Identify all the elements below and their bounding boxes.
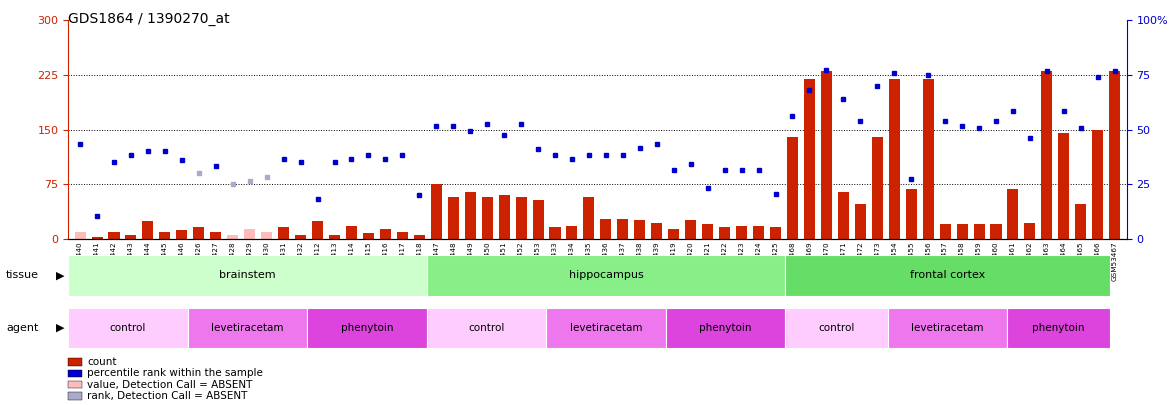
Bar xyxy=(787,137,799,239)
Bar xyxy=(430,184,442,239)
Bar xyxy=(1093,130,1103,239)
Bar xyxy=(329,234,340,239)
Text: frontal cortex: frontal cortex xyxy=(910,271,985,280)
Bar xyxy=(108,232,120,239)
Bar xyxy=(702,224,713,239)
Bar xyxy=(889,79,900,239)
Bar xyxy=(786,255,1109,296)
Text: levetiracetam: levetiracetam xyxy=(569,323,642,333)
Bar xyxy=(193,227,205,239)
Bar xyxy=(363,233,374,239)
Bar xyxy=(396,232,408,239)
Bar xyxy=(245,229,255,239)
Bar xyxy=(617,219,628,239)
Bar xyxy=(142,221,153,239)
Text: GDS1864 / 1390270_at: GDS1864 / 1390270_at xyxy=(68,12,229,26)
Text: ▶: ▶ xyxy=(56,323,65,333)
Bar xyxy=(990,224,1002,239)
Bar xyxy=(448,197,459,239)
Bar xyxy=(1007,308,1109,348)
Bar xyxy=(227,235,239,239)
Bar xyxy=(686,220,696,239)
Bar xyxy=(307,308,427,348)
Bar xyxy=(427,255,786,296)
Bar xyxy=(601,219,612,239)
Text: phenytoin: phenytoin xyxy=(1033,323,1084,333)
Text: agent: agent xyxy=(6,323,39,333)
Bar xyxy=(719,227,730,239)
Bar xyxy=(549,227,561,239)
Text: count: count xyxy=(87,357,116,367)
Text: hippocampus: hippocampus xyxy=(568,271,643,280)
Bar xyxy=(821,71,831,239)
Text: control: control xyxy=(468,323,505,333)
Bar xyxy=(804,79,815,239)
Text: value, Detection Call = ABSENT: value, Detection Call = ABSENT xyxy=(87,380,253,390)
Bar xyxy=(261,232,272,239)
Bar xyxy=(736,226,747,239)
Text: brainstem: brainstem xyxy=(219,271,275,280)
Text: percentile rank within the sample: percentile rank within the sample xyxy=(87,369,263,378)
Bar xyxy=(668,229,680,239)
Bar xyxy=(652,223,662,239)
Bar xyxy=(974,224,984,239)
Bar xyxy=(956,224,968,239)
Text: levetiracetam: levetiracetam xyxy=(911,323,983,333)
Text: phenytoin: phenytoin xyxy=(700,323,751,333)
Bar xyxy=(1024,223,1035,239)
Bar xyxy=(160,232,171,239)
Bar xyxy=(888,308,1007,348)
Bar xyxy=(346,226,358,239)
Text: control: control xyxy=(818,323,855,333)
Bar xyxy=(482,197,493,239)
Bar xyxy=(1075,204,1087,239)
Bar xyxy=(855,204,866,239)
Bar xyxy=(380,229,390,239)
Bar xyxy=(92,237,102,239)
Bar xyxy=(634,220,646,239)
Bar xyxy=(786,308,888,348)
Bar xyxy=(533,200,543,239)
Bar xyxy=(837,192,849,239)
Text: control: control xyxy=(109,323,146,333)
Bar xyxy=(583,197,594,239)
Bar xyxy=(465,192,476,239)
Bar xyxy=(74,232,86,239)
Bar xyxy=(666,308,786,348)
Bar xyxy=(414,234,425,239)
Bar xyxy=(211,232,221,239)
Bar xyxy=(546,308,666,348)
Bar xyxy=(68,308,188,348)
Bar xyxy=(278,227,289,239)
Bar xyxy=(940,224,950,239)
Bar xyxy=(906,190,917,239)
Bar xyxy=(312,221,323,239)
Bar xyxy=(871,137,883,239)
Text: tissue: tissue xyxy=(6,271,39,280)
Bar xyxy=(427,308,546,348)
Bar xyxy=(515,197,527,239)
Bar xyxy=(1058,133,1069,239)
Bar xyxy=(1109,71,1121,239)
Bar xyxy=(188,308,307,348)
Bar xyxy=(68,255,427,296)
Text: rank, Detection Call = ABSENT: rank, Detection Call = ABSENT xyxy=(87,391,247,401)
Bar xyxy=(1042,71,1053,239)
Bar xyxy=(499,195,509,239)
Bar xyxy=(753,226,764,239)
Bar xyxy=(923,79,934,239)
Text: levetiracetam: levetiracetam xyxy=(212,323,283,333)
Bar xyxy=(567,226,577,239)
Bar xyxy=(126,235,136,239)
Bar xyxy=(176,230,187,239)
Text: phenytoin: phenytoin xyxy=(341,323,393,333)
Bar xyxy=(770,227,781,239)
Text: ▶: ▶ xyxy=(56,271,65,280)
Bar xyxy=(295,234,306,239)
Bar xyxy=(1008,190,1018,239)
